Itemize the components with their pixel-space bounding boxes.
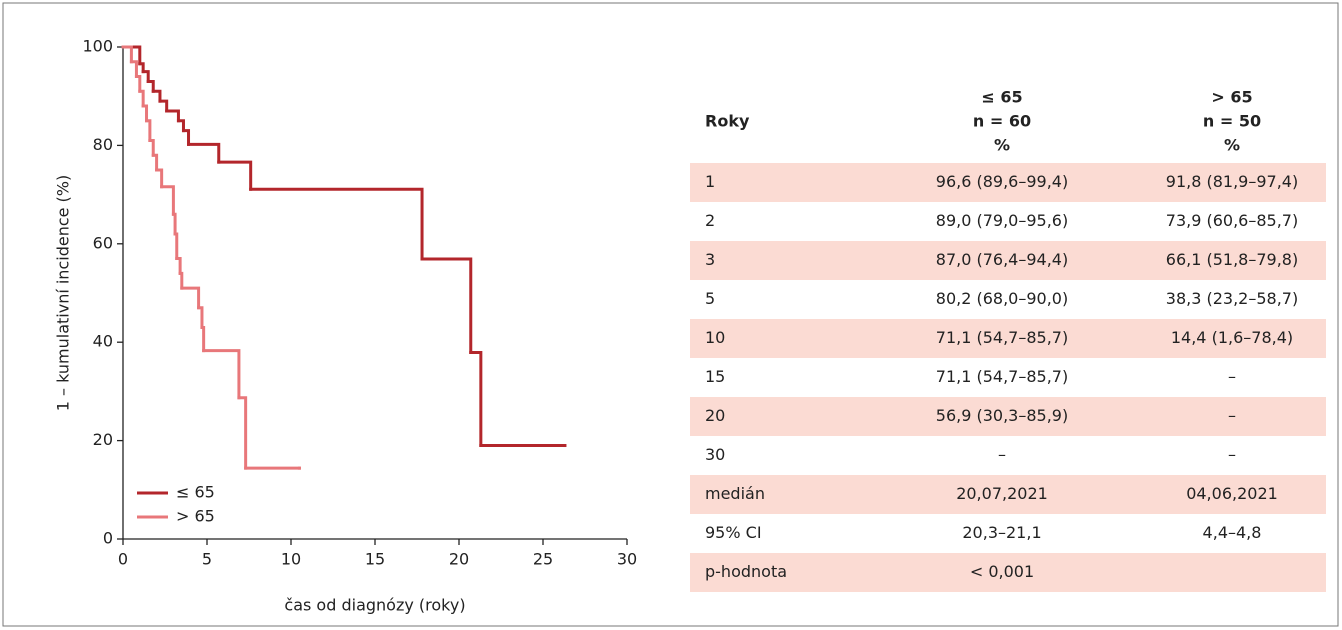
table-cell: 73,9 (60,6–85,7) [1166, 211, 1298, 230]
step-segment [155, 168, 164, 189]
step-segment [165, 109, 180, 123]
step-segment [171, 212, 177, 236]
table-cell: 38,3 (23,2–58,7) [1166, 289, 1298, 308]
table-cell: – [1228, 367, 1236, 386]
step-segment [173, 232, 179, 261]
step-segment [420, 257, 473, 355]
table-cell: 56,9 (30,3–85,9) [936, 406, 1068, 425]
step-segment [249, 187, 424, 261]
step-segment [175, 257, 182, 275]
step-segment [217, 160, 253, 191]
step-segment [160, 185, 175, 216]
table-cell: 89,0 (79,0–95,6) [936, 211, 1068, 230]
y-tick-label: 40 [93, 332, 113, 351]
table-cell: 10 [705, 328, 725, 347]
x-tick-label: 0 [118, 550, 128, 569]
step-segment [134, 75, 142, 93]
y-tick-label: 0 [103, 529, 113, 548]
table-header: ≤ 65 [981, 88, 1022, 107]
table-cell: 71,1 (54,7–85,7) [936, 367, 1068, 386]
x-tick-label: 25 [533, 550, 553, 569]
table-cell: 20 [705, 406, 725, 425]
step-segment [138, 62, 145, 74]
step-segment [200, 325, 206, 353]
legend-label: ≤ 65 [176, 483, 215, 502]
step-segment [158, 99, 169, 113]
table-cell: < 0,001 [970, 562, 1034, 581]
table-cell: 30 [705, 445, 725, 464]
table-cell: 87,0 (76,4–94,4) [936, 250, 1068, 269]
table-cell: 20,3–21,1 [962, 523, 1041, 542]
step-segment [141, 104, 149, 123]
table-header: n = 60 [973, 112, 1031, 131]
row-shade [690, 397, 1326, 436]
table-cell: 14,4 (1,6–78,4) [1171, 328, 1293, 347]
row-shade [690, 241, 1326, 280]
step-segment [176, 119, 185, 133]
row-shade [690, 475, 1326, 514]
table-cell: 96,6 (89,6–99,4) [936, 172, 1068, 191]
table-cell: medián [705, 484, 765, 503]
x-tick-label: 5 [202, 550, 212, 569]
table-cell: 20,07,2021 [956, 484, 1048, 503]
step-segment [181, 129, 191, 146]
table-header: % [994, 136, 1010, 155]
x-tick-label: 15 [365, 550, 385, 569]
x-tick-label: 30 [617, 550, 637, 569]
table-cell: 80,2 (68,0–90,0) [936, 289, 1068, 308]
y-tick-label: 20 [93, 430, 113, 449]
step-segment [197, 306, 204, 329]
table-cell: 66,1 (51,8–79,8) [1166, 250, 1298, 269]
step-segment [145, 119, 152, 142]
table-cell: 95% CI [705, 523, 762, 542]
x-axis-label: čas od diagnózy (roky) [284, 596, 465, 615]
table-cell: 15 [705, 367, 725, 386]
row-shade [690, 553, 1326, 592]
step-segment [469, 351, 483, 448]
table-cell: p-hodnota [705, 562, 787, 581]
step-segment [237, 396, 248, 470]
step-segment [151, 153, 159, 172]
legend-label: > 65 [176, 507, 215, 526]
step-segment [178, 271, 184, 290]
table-cell: 5 [705, 289, 715, 308]
table-header: > 65 [1211, 88, 1252, 107]
row-shade [690, 163, 1326, 202]
y-tick-label: 100 [82, 37, 113, 56]
x-tick-label: 20 [449, 550, 469, 569]
table-cell: – [998, 445, 1006, 464]
step-segment [202, 349, 241, 400]
row-shade [690, 319, 1326, 358]
step-segment [146, 79, 155, 93]
step-segment [141, 70, 150, 83]
table-cell: 3 [705, 250, 715, 269]
step-segment [180, 286, 201, 310]
table-header: Roky [705, 112, 750, 131]
table-cell: 4,4–4,8 [1203, 523, 1262, 542]
table-header: % [1224, 136, 1240, 155]
step-segment [138, 89, 145, 108]
step-segment [121, 45, 133, 64]
step-segment [129, 60, 138, 79]
table-cell: 04,06,2021 [1186, 484, 1278, 503]
step-segment [151, 89, 162, 103]
y-tick-label: 80 [93, 135, 113, 154]
table-cell: – [1228, 445, 1236, 464]
x-tick-label: 10 [281, 550, 301, 569]
table-cell: 71,1 (54,7–85,7) [936, 328, 1068, 347]
table-cell: 1 [705, 172, 715, 191]
table-cell: – [1228, 406, 1236, 425]
y-tick-label: 60 [93, 233, 113, 252]
table-cell: 2 [705, 211, 715, 230]
table-header: n = 50 [1203, 112, 1261, 131]
step-segment [148, 138, 155, 157]
step-segment [187, 142, 221, 164]
table-cell: 91,8 (81,9–97,4) [1166, 172, 1298, 191]
y-axis-label: 1 – kumulativní incidence (%) [54, 175, 73, 411]
